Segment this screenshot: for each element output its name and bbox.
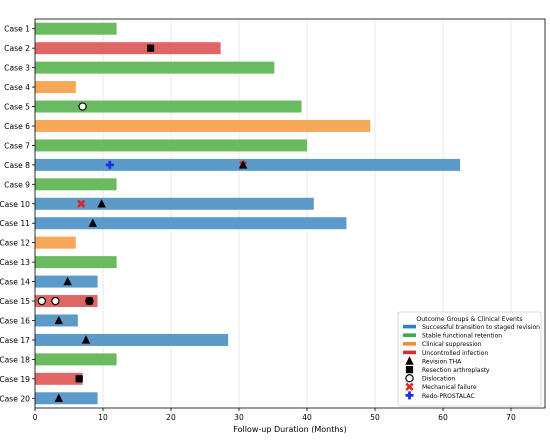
legend-box [397, 311, 542, 407]
bar [35, 139, 307, 152]
y-tick-label: Case 3 [4, 64, 30, 73]
bar [35, 295, 98, 308]
y-tick-label: Case 15 [0, 297, 30, 306]
legend-title: Outcome Groups & Clinical Events [416, 316, 522, 323]
legend-swatch [403, 324, 416, 329]
y-tick-label: Case 7 [4, 141, 30, 150]
bar [35, 197, 314, 210]
y-tick-label: Case 20 [0, 394, 30, 403]
bar [35, 353, 117, 366]
y-tick-label: Case 5 [4, 103, 30, 112]
bar [35, 178, 117, 191]
bar [35, 256, 117, 269]
revision-tha-marker [54, 315, 63, 325]
bar [35, 392, 98, 405]
y-tick-label: Case 14 [0, 278, 30, 287]
y-tick-label: Case 9 [4, 180, 30, 189]
y-tick-label: Case 11 [0, 219, 30, 228]
revision-tha-marker [238, 160, 248, 169]
legend-marker-resection [405, 366, 414, 374]
y-tick-label: Case 6 [4, 122, 30, 131]
redo-prostalac-marker [105, 160, 114, 169]
legend-label: Dislocation [422, 376, 455, 383]
y-tick-label: Case 1 [4, 25, 30, 34]
dislocation-marker [37, 296, 47, 306]
legend-swatch [403, 342, 416, 346]
revision-tha-marker [54, 393, 63, 402]
bar [35, 314, 78, 327]
resection-marker [147, 44, 155, 52]
legend-label: Stable functional retention [422, 333, 502, 340]
legend-label: Uncontrolled infection [422, 350, 488, 357]
dislocation-marker [78, 102, 87, 111]
y-tick-label: Case 18 [0, 355, 30, 364]
revision-tha-marker [97, 199, 106, 208]
axes-frame [34, 18, 546, 409]
y-tick-label: Case 19 [0, 375, 30, 384]
legend-marker-redo [405, 391, 414, 400]
bar [35, 81, 76, 94]
x-tick-label: 40 [302, 413, 312, 422]
bar [35, 333, 229, 346]
revision-tha-marker [88, 218, 97, 227]
legend-label: Resection arthroplasty [422, 367, 490, 374]
legend-label: Revision THA [422, 358, 462, 365]
y-tick-label: Case 10 [0, 200, 30, 209]
bar [35, 236, 76, 249]
x-tick-label: 50 [370, 413, 380, 422]
x-tick-label: 0 [33, 413, 38, 422]
resection-marker [75, 375, 83, 383]
y-tick-label: Case 16 [0, 316, 30, 325]
bar [35, 119, 371, 132]
revision-tha-marker [81, 335, 91, 344]
x-tick-label: 70 [506, 413, 516, 422]
y-tick-label: Case 2 [4, 44, 30, 53]
legend-label: Successful transition to staged revision [422, 324, 540, 331]
legend-swatch [403, 333, 416, 337]
legend-marker-dislocation [405, 374, 414, 383]
legend-marker-revision_tha [405, 356, 414, 365]
bar [35, 217, 347, 230]
y-tick-label: Case 17 [0, 336, 30, 345]
x-tick-label: 30 [234, 413, 244, 422]
x-tick-label: 60 [438, 413, 448, 422]
bar [35, 22, 117, 35]
legend-label: Clinical suppression [422, 341, 482, 348]
legend-label: Mechanical failure [422, 384, 477, 391]
bar [35, 372, 83, 385]
bar [35, 100, 302, 113]
x-tick-label: 20 [166, 413, 176, 422]
legend-swatch [403, 350, 416, 355]
legend-label: Redo-PROSTALAC [422, 393, 475, 400]
legend-marker-mechanical [405, 382, 414, 391]
y-tick-label: Case 4 [4, 83, 30, 92]
dislocation-marker [51, 296, 60, 306]
x-axis-label: Follow-up Duration (Months) [233, 425, 346, 434]
resection-marker [85, 297, 93, 305]
bar [35, 158, 460, 171]
bar [35, 61, 275, 74]
y-tick-label: Case 12 [0, 239, 30, 248]
y-tick-label: Case 13 [0, 258, 30, 267]
revision-tha-marker [63, 276, 72, 286]
bar [35, 42, 221, 55]
mechanical-failure-marker [77, 199, 86, 208]
y-tick-label: Case 8 [4, 161, 30, 170]
x-tick-label: 10 [98, 413, 108, 422]
